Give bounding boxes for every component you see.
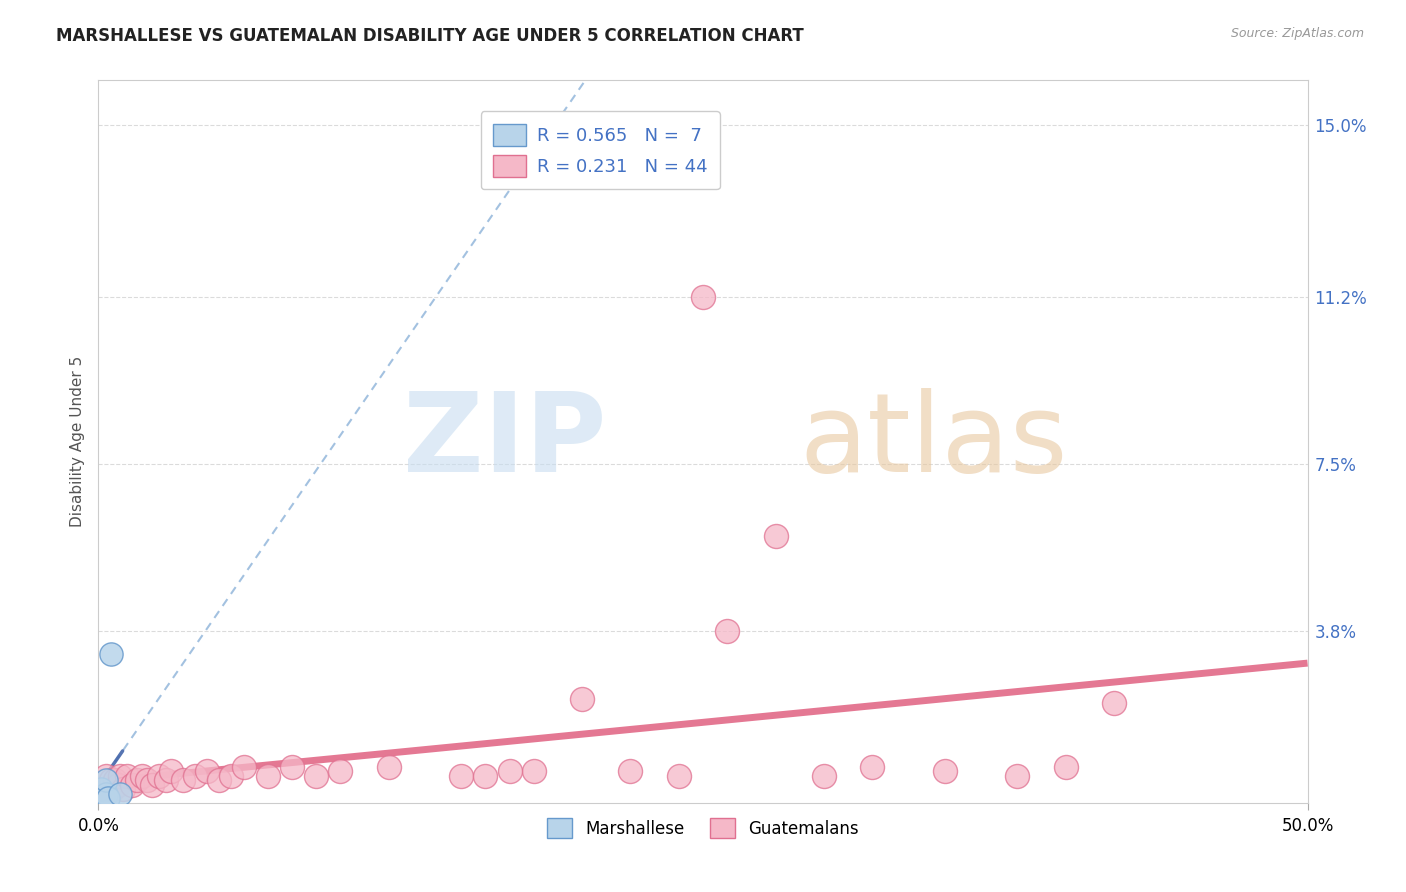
Point [716,624,738,639]
Point [221,769,243,783]
Point [141,778,163,792]
Point [208,773,231,788]
Text: MARSHALLESE VS GUATEMALAN DISABILITY AGE UNDER 5 CORRELATION CHART: MARSHALLESE VS GUATEMALAN DISABILITY AGE… [56,27,804,45]
Point [377,760,399,774]
Point [692,290,714,304]
Y-axis label: Disability Age Under 5: Disability Age Under 5 [69,356,84,527]
Point [256,769,278,783]
Point [104,773,127,788]
Point [100,773,122,788]
Point [450,769,472,783]
Point [107,778,129,792]
Point [195,764,218,779]
Point [97,782,120,797]
Point [619,764,641,779]
Point [172,773,194,788]
Point [523,764,546,779]
Text: ZIP: ZIP [404,388,606,495]
Point [94,773,117,788]
Point [281,760,304,774]
Point [111,782,134,797]
Point [232,760,254,774]
Point [934,764,956,779]
Point [329,764,352,779]
Point [90,782,112,797]
Point [571,692,593,706]
Point [1054,760,1077,774]
Point [121,778,143,792]
Text: Source: ZipAtlas.com: Source: ZipAtlas.com [1230,27,1364,40]
Point [91,791,114,805]
Point [100,647,122,661]
Point [148,769,170,783]
Point [131,769,153,783]
Legend: Marshallese, Guatemalans: Marshallese, Guatemalans [540,812,866,845]
Point [474,769,496,783]
Point [155,773,177,788]
Point [94,769,117,783]
Point [108,769,131,783]
Point [117,769,139,783]
Point [184,769,207,783]
Point [813,769,835,783]
Point [765,529,787,543]
Point [94,787,117,801]
Point [97,791,120,805]
Point [108,787,131,801]
Text: atlas: atlas [800,388,1069,495]
Point [498,764,520,779]
Point [135,773,157,788]
Point [305,769,328,783]
Point [1102,697,1125,711]
Point [860,760,883,774]
Point [160,764,183,779]
Point [1007,769,1029,783]
Point [668,769,690,783]
Point [101,782,124,797]
Point [127,773,149,788]
